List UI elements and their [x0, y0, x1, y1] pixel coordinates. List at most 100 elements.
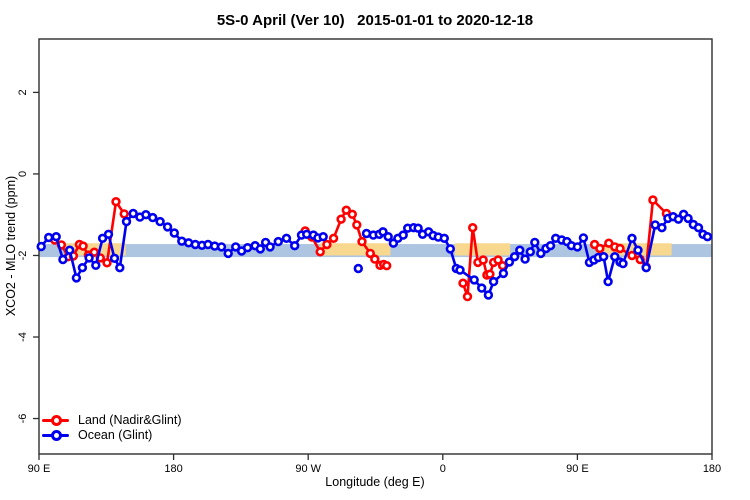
- ocean-data-point: [223, 248, 233, 259]
- legend-item-ocean: Ocean (Glint): [42, 428, 182, 443]
- legend: Land (Nadir&Glint) Ocean (Glint): [42, 413, 182, 443]
- ocean-data-point: [378, 227, 388, 237]
- ocean-data-point: [71, 273, 82, 283]
- ocean-data-point: [683, 213, 693, 224]
- ocean-data-point: [413, 223, 423, 233]
- ocean-data-point: [148, 212, 158, 223]
- ocean-data-point: [488, 276, 499, 287]
- land-data-point: [485, 269, 495, 279]
- legend-item-land: Land (Nadir&Glint): [42, 413, 182, 428]
- y-axis-title: XCO2 - MLO trend (ppm): [4, 175, 18, 317]
- land-data-point: [458, 278, 468, 288]
- ocean-data-point: [504, 257, 515, 267]
- x-tick-label: 90 E: [28, 463, 51, 475]
- ocean-data-point: [383, 232, 393, 242]
- ocean-data-point: [536, 248, 546, 259]
- ocean-data-point: [641, 263, 651, 273]
- ocean-data-point: [242, 243, 253, 253]
- ocean-data-point: [115, 263, 125, 273]
- ocean-data-point: [155, 216, 165, 227]
- ocean-data-point: [121, 216, 132, 227]
- ocean-data-point: [598, 252, 609, 262]
- ocean-data-point: [572, 242, 583, 252]
- ocean-data-point: [627, 233, 637, 244]
- ocean-data-point: [84, 253, 94, 263]
- land-data-point: [365, 248, 375, 259]
- ocean-data-point: [439, 233, 449, 244]
- ocean-data-point: [673, 214, 684, 224]
- land-data-point: [102, 258, 112, 268]
- x-tick-label: 180: [703, 463, 721, 475]
- ocean-data-point: [693, 223, 704, 233]
- land-data-point: [627, 250, 637, 261]
- ocean-data-point: [216, 242, 227, 252]
- ocean-data-point: [520, 254, 530, 264]
- land-data-point: [315, 247, 325, 257]
- land-data-point: [370, 254, 380, 264]
- x-tick-label: 0: [440, 463, 446, 475]
- land-data-point: [382, 261, 392, 271]
- land-data-point: [322, 239, 332, 250]
- ocean-data-point: [398, 230, 408, 240]
- land-data-point: [615, 243, 625, 254]
- land-data-point: [493, 255, 503, 265]
- ocean-data-point: [91, 260, 101, 270]
- ocean-data-point: [162, 222, 173, 232]
- ocean-data-point: [445, 244, 455, 254]
- ocean-data-point: [109, 253, 120, 263]
- ocean-data-point: [515, 245, 525, 255]
- land-data-point: [462, 291, 473, 302]
- ocean-data-point: [58, 254, 68, 265]
- ocean-data-point: [633, 245, 643, 255]
- land-data-point: [648, 195, 658, 205]
- y-tick-label: 0: [17, 171, 29, 177]
- ocean-data-point: [498, 268, 509, 279]
- land-data-point: [478, 255, 488, 265]
- legend-label-ocean: Ocean (Glint): [78, 428, 153, 442]
- ocean-data-point: [97, 233, 108, 244]
- ocean-data-point: [702, 232, 713, 242]
- ocean-data-point: [578, 233, 589, 243]
- ocean-data-point: [43, 232, 54, 243]
- ocean-data-point: [477, 283, 487, 293]
- ocean-series-swatch-icon: [42, 430, 69, 441]
- ocean-data-point: [603, 276, 613, 287]
- chart-title: 5S-0 April (Ver 10) 2015-01-01 to 2020-1…: [216, 12, 534, 29]
- x-tick-label: 180: [164, 463, 182, 475]
- y-tick-label: -2: [17, 251, 29, 261]
- ocean-data-point: [455, 265, 465, 275]
- land-data-point: [111, 197, 121, 207]
- land-data-point: [357, 236, 367, 247]
- ocean-data-point: [281, 233, 292, 244]
- land-data-point: [341, 205, 351, 215]
- y-tick-label: -4: [17, 332, 29, 342]
- ocean-data-point: [103, 229, 114, 240]
- ocean-data-point: [273, 236, 283, 247]
- land-series-swatch-icon: [42, 415, 69, 426]
- y-tick-label: 2: [17, 89, 29, 95]
- ocean-data-point: [483, 290, 494, 300]
- land-data-point: [595, 243, 605, 254]
- ocean-data-point: [255, 244, 265, 254]
- x-tick-label: 90 E: [566, 463, 589, 475]
- land-data-point: [78, 241, 88, 251]
- ocean-data-point: [128, 208, 138, 219]
- ocean-data-point: [36, 241, 46, 252]
- ocean-data-point: [530, 237, 540, 248]
- ocean-data-point: [51, 232, 61, 242]
- land-data-point: [468, 223, 478, 233]
- x-axis-title: Longitude (deg E): [325, 475, 425, 489]
- land-data-point: [328, 233, 339, 244]
- ocean-data-point: [610, 252, 620, 262]
- ocean-data-point: [469, 275, 479, 285]
- y-tick-label: -6: [17, 414, 29, 424]
- ocean-data-point: [169, 228, 180, 238]
- land-data-point: [89, 247, 100, 257]
- ocean-data-point: [265, 242, 275, 252]
- ocean-data-point: [509, 252, 520, 262]
- ocean-data-point: [77, 263, 88, 273]
- ocean-data-point: [64, 245, 75, 255]
- ocean-data-point: [618, 258, 628, 269]
